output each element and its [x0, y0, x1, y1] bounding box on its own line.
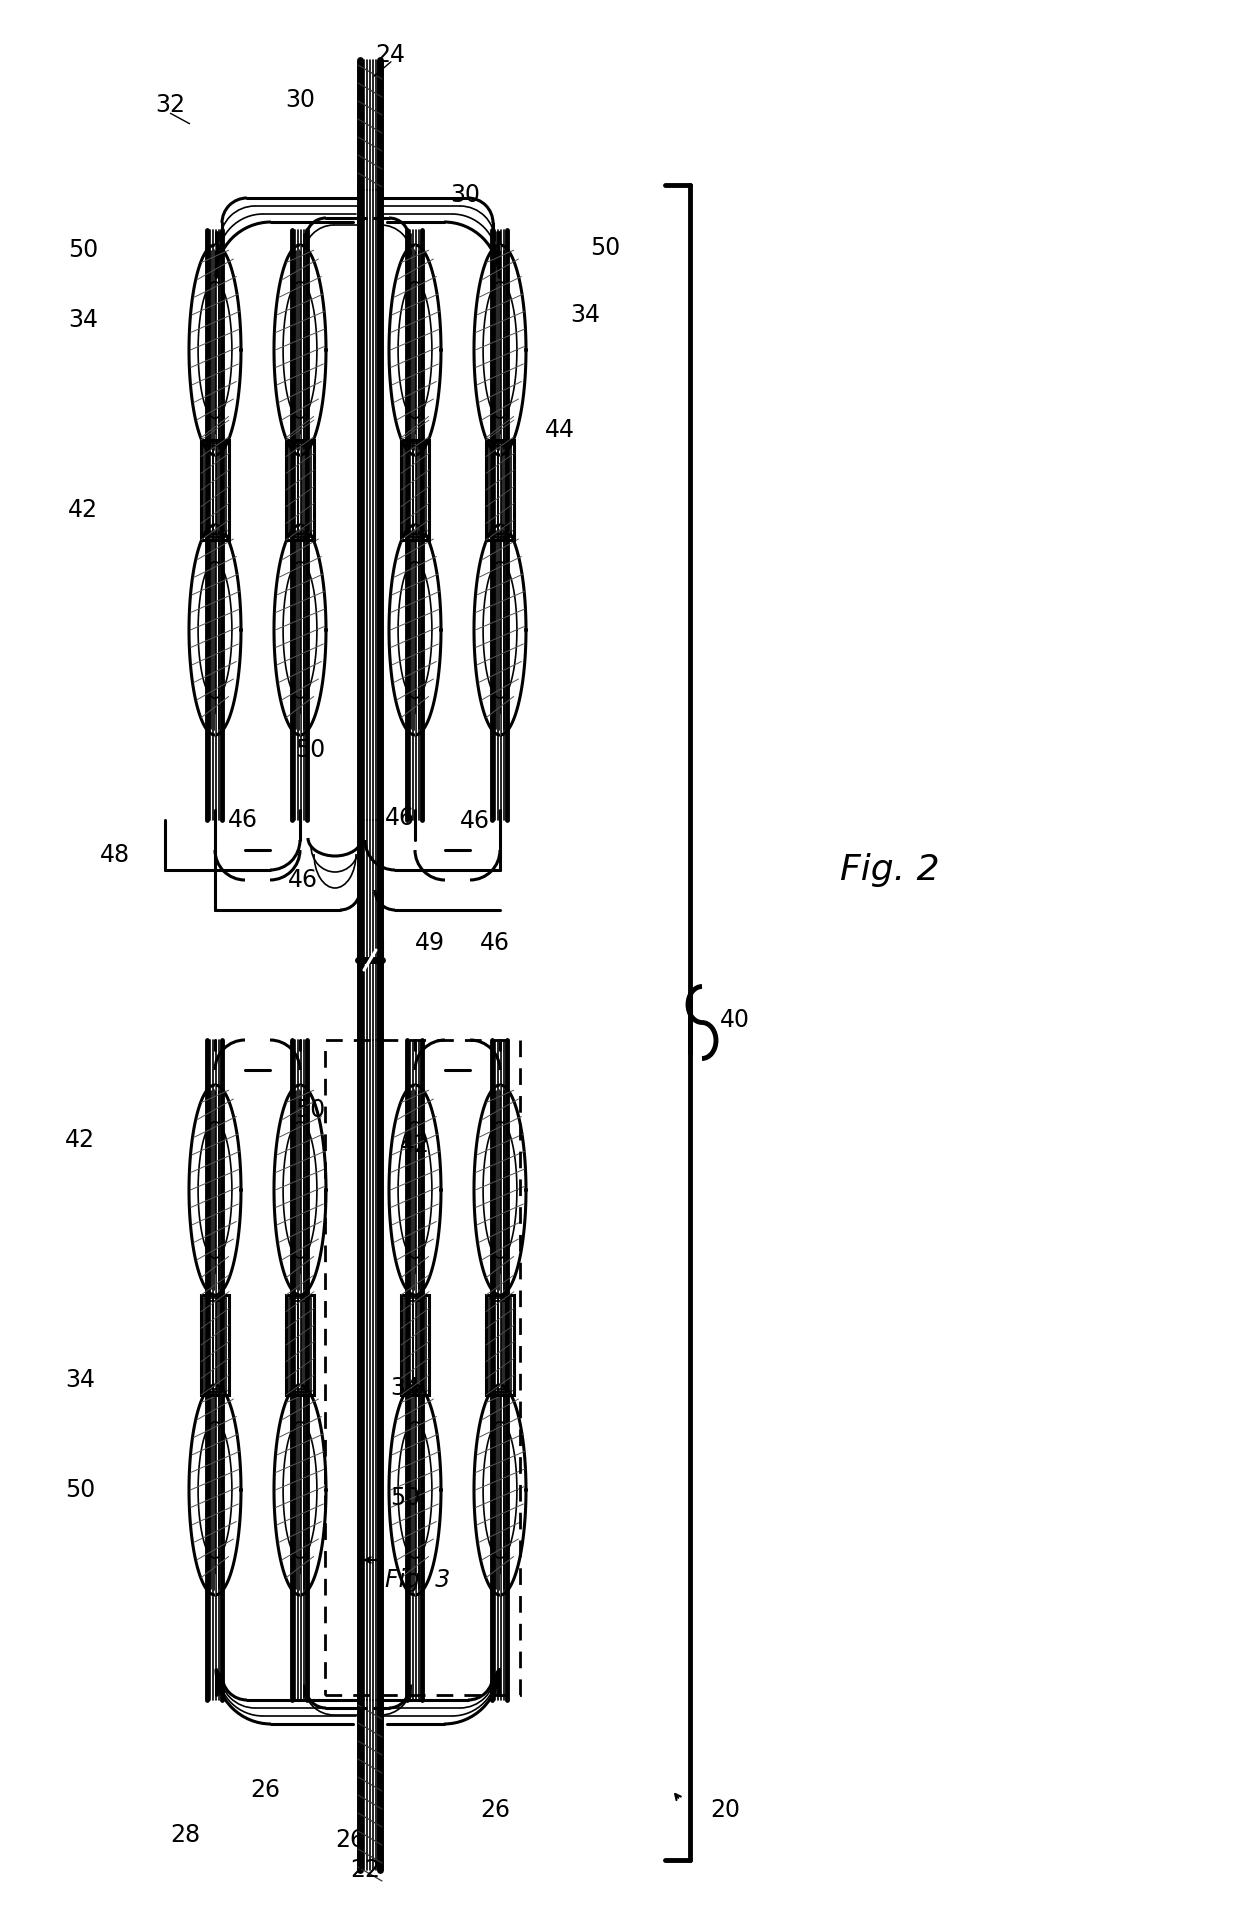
Text: Fig. 3: Fig. 3: [384, 1568, 450, 1591]
Text: 42: 42: [401, 1132, 430, 1157]
Bar: [489, 442, 511, 536]
Text: Fig. 2: Fig. 2: [839, 853, 940, 886]
Bar: [404, 1297, 427, 1392]
Text: 48: 48: [100, 844, 130, 867]
Bar: [291, 446, 308, 534]
Bar: [492, 1301, 508, 1390]
Text: 42: 42: [68, 498, 98, 523]
Text: 50: 50: [295, 1097, 325, 1122]
Bar: [401, 1295, 429, 1395]
Text: 34: 34: [68, 308, 98, 333]
Bar: [201, 1295, 229, 1395]
Bar: [486, 440, 515, 540]
Text: 50: 50: [64, 1478, 95, 1501]
Bar: [407, 446, 423, 534]
Text: 32: 32: [155, 92, 185, 117]
Text: 30: 30: [450, 183, 480, 208]
Text: 26: 26: [250, 1778, 280, 1803]
Bar: [286, 1295, 314, 1395]
Text: 46: 46: [384, 805, 415, 830]
Bar: [404, 442, 427, 536]
Text: 40: 40: [720, 1007, 750, 1032]
Bar: [401, 440, 429, 540]
Bar: [205, 442, 226, 536]
Text: 46: 46: [228, 807, 258, 832]
Text: 34: 34: [64, 1368, 95, 1392]
Bar: [201, 440, 229, 540]
Text: 50: 50: [590, 236, 620, 259]
Bar: [486, 1295, 515, 1395]
Text: 50: 50: [295, 738, 325, 761]
Bar: [286, 440, 314, 540]
Text: 24: 24: [374, 42, 405, 67]
Text: 26: 26: [480, 1797, 510, 1822]
Text: 50: 50: [68, 238, 98, 261]
Text: 34: 34: [391, 1376, 420, 1399]
Text: 34: 34: [570, 304, 600, 327]
Bar: [325, 1040, 520, 1695]
Text: 44: 44: [546, 417, 575, 442]
Text: 30: 30: [285, 88, 315, 111]
Bar: [289, 1297, 311, 1392]
Bar: [407, 1301, 423, 1390]
Bar: [492, 446, 508, 534]
Bar: [489, 1297, 511, 1392]
Bar: [207, 1301, 223, 1390]
Bar: [289, 442, 311, 536]
Text: 20: 20: [711, 1797, 740, 1822]
Text: 22: 22: [350, 1859, 379, 1882]
Text: 50: 50: [391, 1486, 420, 1511]
Text: 46: 46: [288, 869, 317, 892]
Bar: [205, 1297, 226, 1392]
Text: 28: 28: [170, 1822, 200, 1847]
Text: 46: 46: [480, 930, 510, 955]
Text: 49: 49: [415, 930, 445, 955]
Text: 42: 42: [64, 1128, 95, 1151]
Text: 26: 26: [335, 1828, 365, 1853]
Bar: [291, 1301, 308, 1390]
Bar: [207, 446, 223, 534]
Text: 46: 46: [460, 809, 490, 832]
